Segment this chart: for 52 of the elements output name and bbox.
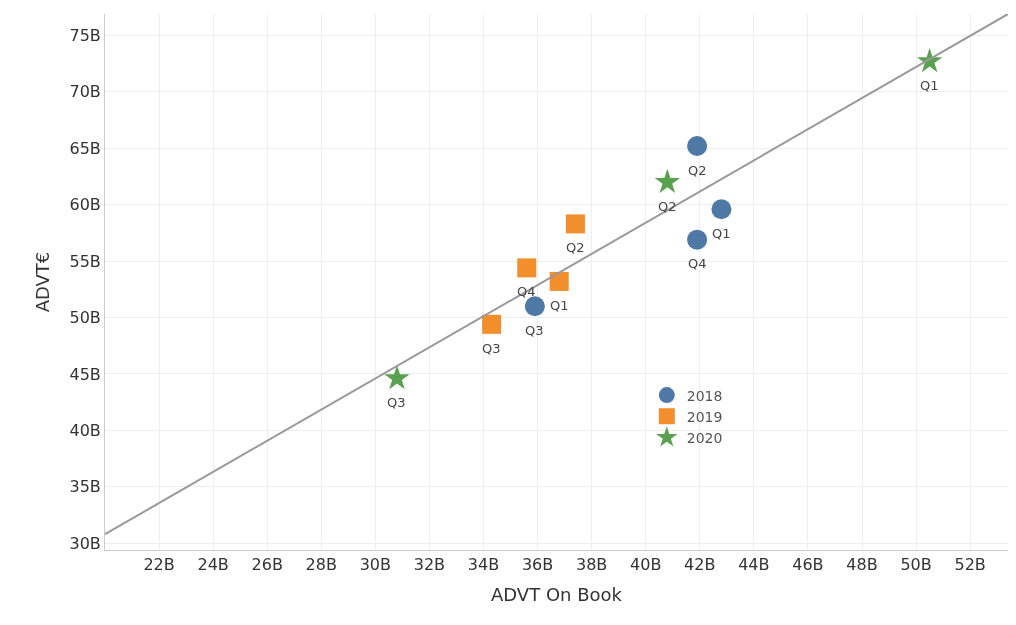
point bbox=[524, 296, 545, 317]
x-tick-label: 36B bbox=[521, 555, 554, 575]
y-tick-label: 30B bbox=[69, 533, 101, 553]
x-tick-label: 22B bbox=[143, 555, 175, 575]
legend-label: 2020 bbox=[686, 429, 723, 446]
y-tick-label: 60B bbox=[69, 195, 101, 215]
x-tick-label: 30B bbox=[359, 555, 392, 575]
x-axis-title: ADVT On Book bbox=[491, 584, 623, 606]
y-tick-label: 45B bbox=[69, 364, 101, 384]
point bbox=[517, 258, 537, 278]
annotation: Q2 bbox=[658, 199, 677, 214]
y-axis-title: ADVT€ bbox=[31, 251, 53, 313]
x-tick-label: 34B bbox=[467, 555, 500, 575]
annotation: Q3 bbox=[387, 395, 406, 410]
point bbox=[654, 168, 680, 193]
annotation: Q3 bbox=[482, 341, 501, 356]
x-tick-label: 38B bbox=[575, 555, 608, 575]
y-tick-label: 70B bbox=[69, 82, 101, 102]
x-tick-label: 28B bbox=[305, 555, 337, 575]
x-tick-label: 42B bbox=[684, 555, 716, 575]
point bbox=[687, 136, 708, 157]
annotation: Q2 bbox=[688, 163, 707, 178]
point bbox=[711, 199, 732, 220]
annotation: Q3 bbox=[525, 323, 544, 338]
x-tick-label: 50B bbox=[900, 555, 932, 575]
y-tick-label: 75B bbox=[69, 26, 101, 46]
annotation: Q2 bbox=[566, 240, 585, 255]
y-tick-label: 65B bbox=[69, 138, 101, 158]
x-tick-label: 48B bbox=[846, 555, 878, 575]
x-tick-label: 52B bbox=[954, 555, 986, 575]
y-tick-label: 50B bbox=[69, 308, 101, 328]
point bbox=[565, 214, 585, 234]
annotation: Q1 bbox=[920, 78, 939, 93]
x-tick-label: 44B bbox=[738, 555, 770, 575]
point bbox=[549, 271, 569, 291]
legend-label: 2018 bbox=[686, 387, 723, 404]
annotation: Q4 bbox=[517, 284, 536, 299]
legend-label: 2019 bbox=[686, 408, 723, 425]
point bbox=[687, 229, 708, 250]
x-tick-label: 46B bbox=[792, 555, 824, 575]
x-tick-label: 40B bbox=[630, 555, 662, 575]
y-tick-label: 40B bbox=[69, 420, 101, 440]
y-tick-label: 55B bbox=[69, 251, 101, 271]
annotation: Q4 bbox=[688, 256, 707, 271]
annotation: Q1 bbox=[550, 298, 569, 313]
annotation: Q1 bbox=[712, 226, 731, 241]
x-tick-label: 32B bbox=[413, 555, 446, 575]
point bbox=[482, 314, 502, 334]
point bbox=[384, 365, 410, 390]
x-tick-label: 26B bbox=[251, 555, 283, 575]
y-tick-label: 35B bbox=[69, 477, 101, 497]
x-tick-label: 24B bbox=[197, 555, 229, 575]
